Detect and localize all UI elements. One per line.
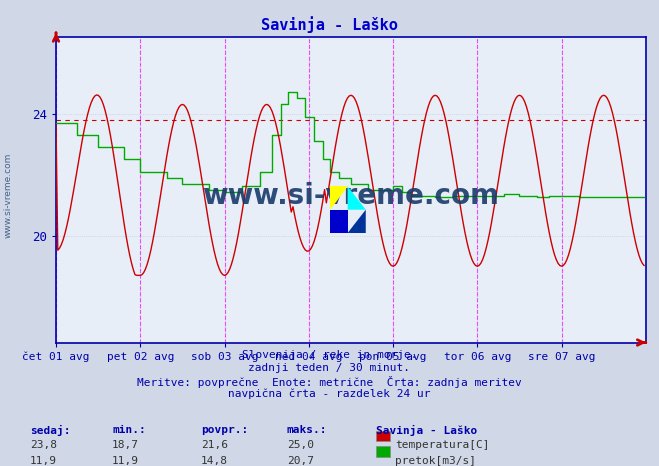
- Text: 21,6: 21,6: [201, 440, 228, 450]
- Text: 25,0: 25,0: [287, 440, 314, 450]
- Polygon shape: [348, 186, 366, 210]
- Text: temperatura[C]: temperatura[C]: [395, 440, 490, 450]
- Text: 18,7: 18,7: [112, 440, 139, 450]
- Text: zadnji teden / 30 minut.: zadnji teden / 30 minut.: [248, 363, 411, 372]
- Text: 11,9: 11,9: [30, 456, 57, 466]
- Text: Savinja - Laško: Savinja - Laško: [376, 425, 477, 436]
- Polygon shape: [330, 186, 348, 210]
- Text: 14,8: 14,8: [201, 456, 228, 466]
- Text: 11,9: 11,9: [112, 456, 139, 466]
- Text: sedaj:: sedaj:: [30, 425, 70, 436]
- Text: Meritve: povprečne  Enote: metrične  Črta: zadnja meritev: Meritve: povprečne Enote: metrične Črta:…: [137, 376, 522, 388]
- Text: Savinja - Laško: Savinja - Laško: [261, 16, 398, 33]
- Text: Slovenija / reke in morje.: Slovenija / reke in morje.: [242, 350, 417, 359]
- Text: maks.:: maks.:: [287, 425, 327, 435]
- Text: pretok[m3/s]: pretok[m3/s]: [395, 456, 476, 466]
- Text: www.si-vreme.com: www.si-vreme.com: [202, 182, 500, 210]
- Text: 23,8: 23,8: [30, 440, 57, 450]
- Text: min.:: min.:: [112, 425, 146, 435]
- Text: www.si-vreme.com: www.si-vreme.com: [3, 153, 13, 239]
- Polygon shape: [330, 210, 348, 233]
- Text: 20,7: 20,7: [287, 456, 314, 466]
- Text: povpr.:: povpr.:: [201, 425, 248, 435]
- Polygon shape: [348, 210, 366, 233]
- Text: navpična črta - razdelek 24 ur: navpična črta - razdelek 24 ur: [228, 389, 431, 399]
